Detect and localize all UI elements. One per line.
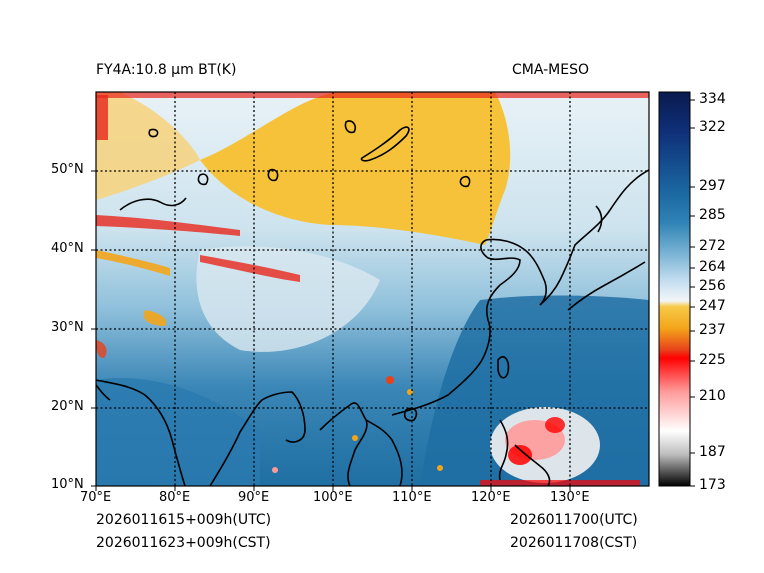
lat-label-20n: 20°N [51, 399, 84, 414]
satellite-image [96, 92, 649, 486]
lon-label-80e: 80°E [159, 490, 191, 505]
lon-label-90e: 90°E [238, 490, 270, 505]
colorbar-label: 210 [699, 388, 726, 404]
lat-label-10n: 10°N [51, 477, 84, 492]
lon-label-120e: 120°E [471, 490, 511, 505]
colorbar-label: 247 [699, 298, 726, 314]
lon-label-70e: 70°E [80, 490, 112, 505]
map-frame [95, 91, 650, 487]
colorbar-label: 272 [699, 238, 726, 254]
colorbar-label: 264 [699, 259, 726, 275]
lat-label-40n: 40°N [51, 241, 84, 256]
valid-time-cst: 2026011708(CST) [510, 535, 638, 551]
colorbar-ticks [690, 99, 695, 487]
init-time-cst: 2026011623+009h(CST) [96, 535, 271, 551]
init-time-utc: 2026011615+009h(UTC) [96, 512, 272, 528]
colorbar-label: 187 [699, 444, 726, 460]
axis-ticks [91, 170, 571, 491]
model-name: CMA-MESO [512, 62, 590, 78]
lon-label-110e: 110°E [392, 490, 432, 505]
colorbar-label: 173 [699, 477, 726, 493]
colorbar [658, 91, 691, 487]
colorbar-label: 322 [699, 119, 726, 135]
lat-label-30n: 30°N [51, 320, 84, 335]
colorbar-label: 297 [699, 178, 726, 194]
colorbar-label: 334 [699, 91, 726, 107]
graticule [96, 92, 649, 486]
cold-cloud-band-north [200, 92, 511, 245]
figure-title: FY4A:10.8 µm BT(K) [96, 62, 237, 78]
colorbar-label: 225 [699, 352, 726, 368]
colorbar-label: 237 [699, 322, 726, 338]
valid-time-utc: 2026011700(UTC) [510, 512, 638, 528]
colorbar-label: 285 [699, 207, 726, 223]
lat-label-50n: 50°N [51, 162, 84, 177]
lon-label-100e: 100°E [313, 490, 353, 505]
colorbar-label: 256 [699, 278, 726, 294]
lon-label-130e: 130°E [550, 490, 590, 505]
